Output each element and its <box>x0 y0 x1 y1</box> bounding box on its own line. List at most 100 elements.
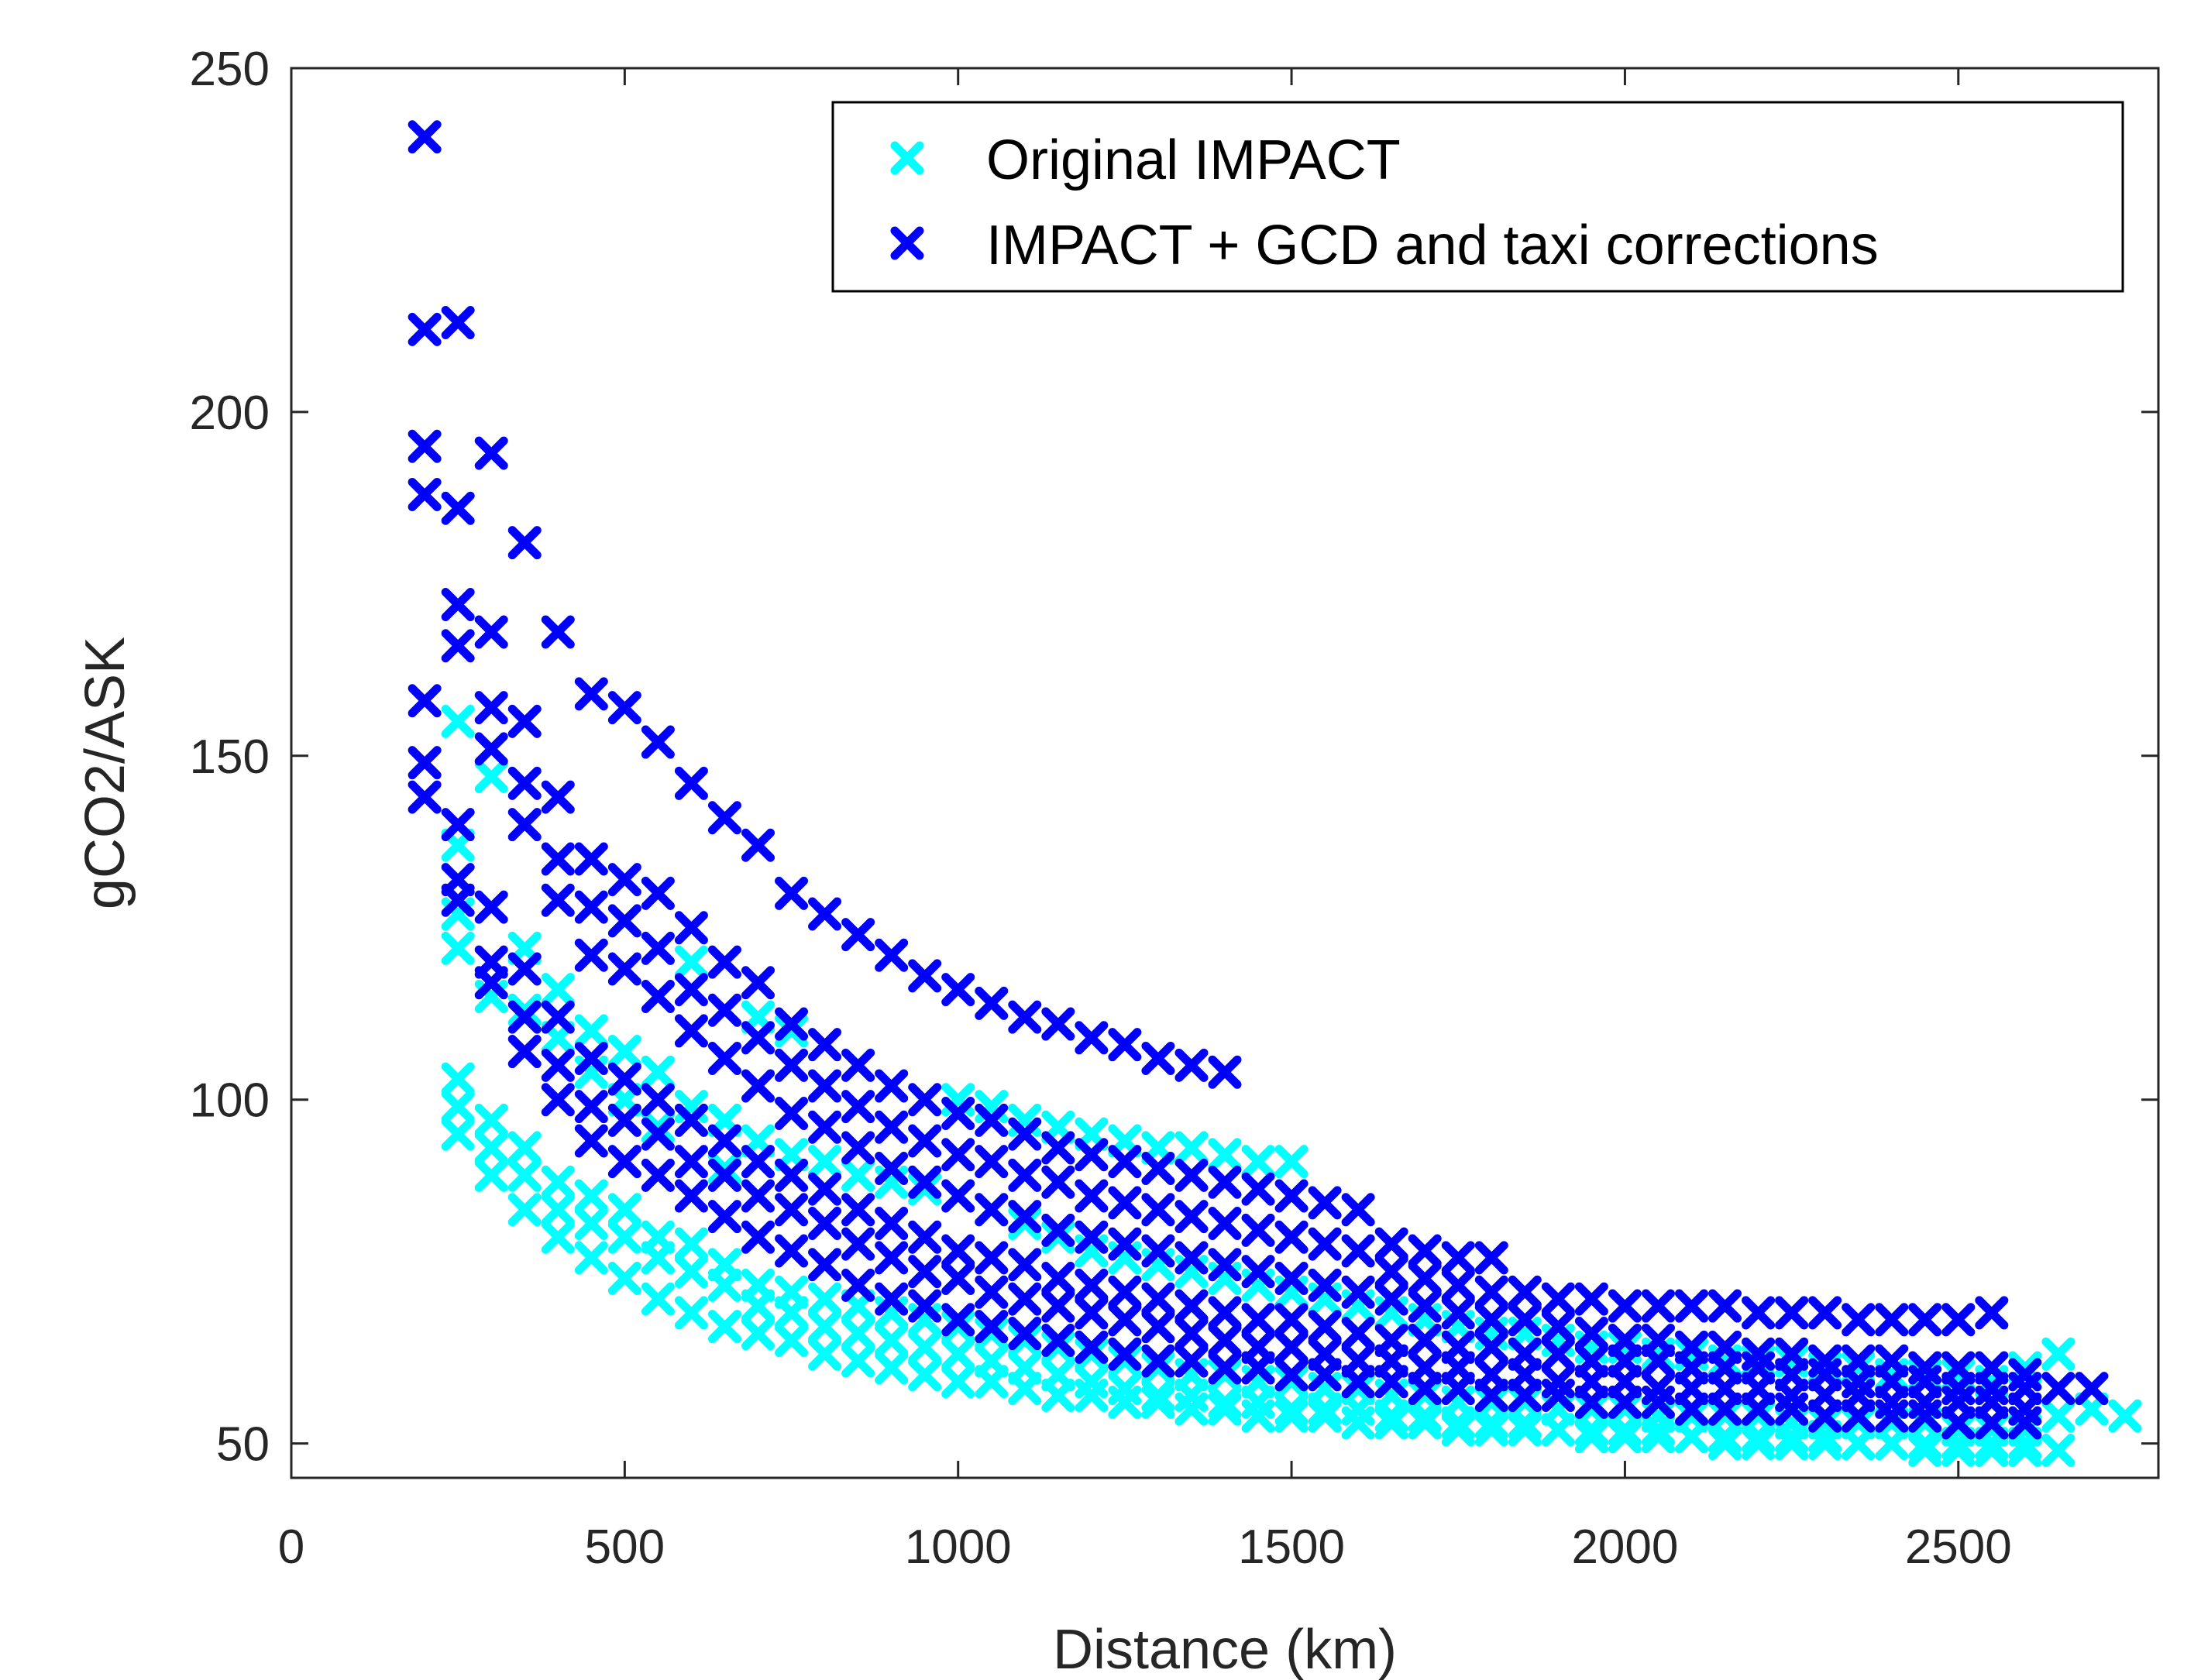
data-point <box>1975 1296 2009 1330</box>
data-point <box>1474 1413 1508 1447</box>
data-point <box>1208 1385 1242 1419</box>
data-point <box>1041 1289 1075 1323</box>
legend-marker-original-impact <box>890 141 924 175</box>
y-tick-label: 50 <box>216 1418 270 1472</box>
data-point <box>908 1220 942 1254</box>
data-point <box>1341 1406 1375 1440</box>
data-point <box>1208 1248 1242 1282</box>
data-point <box>1474 1303 1508 1337</box>
legend: Original IMPACT IMPACT + GCD and taxi co… <box>831 101 2124 293</box>
data-point <box>1241 1399 1275 1433</box>
data-point <box>2108 1399 2142 1433</box>
data-point <box>775 876 809 910</box>
data-point <box>1708 1289 1742 1323</box>
data-point <box>1474 1378 1508 1412</box>
data-point <box>541 780 575 814</box>
y-axis-title: gCO2/ASK <box>74 637 136 909</box>
data-point <box>1274 1262 1309 1296</box>
data-point <box>908 1124 942 1158</box>
data-point <box>1441 1413 1475 1447</box>
data-point <box>1508 1406 1542 1440</box>
data-point <box>775 1014 809 1048</box>
data-point <box>808 1248 842 1282</box>
data-point <box>808 1282 842 1316</box>
data-point <box>441 491 475 525</box>
data-point <box>1341 1193 1375 1227</box>
data-point <box>641 876 675 910</box>
data-point <box>1008 1317 1042 1351</box>
data-point <box>441 808 475 842</box>
data-point <box>1108 1303 1142 1337</box>
data-point <box>741 1317 775 1351</box>
data-point <box>507 1158 542 1192</box>
data-point <box>674 973 708 1007</box>
data-point <box>1174 1344 1209 1378</box>
data-point <box>975 1310 1009 1344</box>
data-point <box>1908 1399 1942 1433</box>
data-point <box>1274 1179 1309 1213</box>
data-point <box>674 1145 708 1179</box>
data-point <box>908 1165 942 1199</box>
data-point <box>1975 1406 2009 1440</box>
data-point <box>707 1124 741 1158</box>
data-point <box>875 1207 909 1241</box>
data-point <box>1041 1165 1075 1199</box>
data-point <box>1908 1433 1942 1467</box>
data-point <box>1208 1055 1242 1089</box>
data-point <box>474 966 508 1000</box>
data-point <box>607 863 641 897</box>
data-point <box>808 1145 842 1179</box>
data-point <box>541 1220 575 1254</box>
data-point <box>1041 1330 1075 1364</box>
data-point <box>1441 1268 1475 1302</box>
legend-label-original-impact: Original IMPACT <box>986 129 1401 191</box>
data-point <box>1975 1433 2009 1467</box>
data-point <box>1308 1268 1342 1302</box>
data-point <box>507 704 542 738</box>
data-point <box>1742 1344 1776 1378</box>
data-point <box>607 1145 641 1179</box>
data-point <box>841 1344 875 1378</box>
data-point <box>1141 1234 1175 1268</box>
data-point <box>1141 1193 1175 1227</box>
data-point <box>574 1241 608 1275</box>
data-point <box>1075 1179 1109 1213</box>
data-point <box>1108 1344 1142 1378</box>
data-point <box>775 1096 809 1130</box>
data-point <box>1408 1372 1442 1406</box>
data-point <box>941 1365 975 1399</box>
data-point <box>1141 1310 1175 1344</box>
x-tick-label: 1000 <box>905 1520 1012 1574</box>
data-point <box>441 305 475 339</box>
data-point <box>507 1131 542 1165</box>
data-point <box>1075 1021 1109 1055</box>
data-point <box>1274 1303 1309 1337</box>
data-point <box>707 1158 741 1192</box>
data-point <box>1875 1303 1909 1337</box>
data-point <box>1274 1220 1309 1254</box>
data-point <box>641 1241 675 1275</box>
data-point <box>474 1131 508 1165</box>
data-point <box>941 1179 975 1213</box>
data-point <box>441 704 475 738</box>
data-point <box>1808 1427 1842 1461</box>
data-point <box>1941 1433 1976 1467</box>
data-point <box>1141 1151 1175 1185</box>
data-point <box>2041 1337 2075 1371</box>
series-0 <box>441 704 2142 1467</box>
data-point <box>408 684 442 718</box>
data-point <box>674 945 708 979</box>
data-point <box>1008 1372 1042 1406</box>
data-point <box>1742 1296 1776 1330</box>
x-tick-label: 2000 <box>1571 1520 1678 1574</box>
data-point <box>875 1151 909 1185</box>
data-point <box>1641 1289 1675 1323</box>
data-point <box>1775 1392 1809 1426</box>
data-point <box>707 1041 741 1075</box>
data-point <box>1174 1289 1209 1323</box>
data-point <box>975 1317 1009 1351</box>
data-point <box>1341 1234 1375 1268</box>
data-point <box>941 1234 975 1268</box>
data-point <box>808 1207 842 1241</box>
